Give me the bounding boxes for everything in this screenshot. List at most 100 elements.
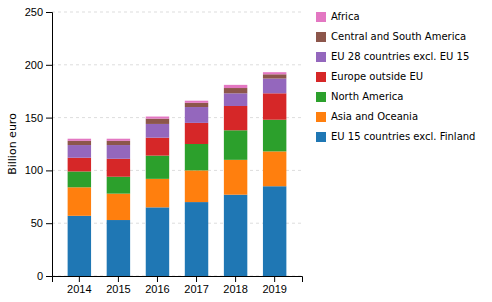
bar — [146, 207, 169, 276]
legend-item: Africa — [316, 11, 360, 22]
y-tick-label: 100 — [25, 164, 43, 176]
plot: 2014 2015 2016 2017 2018 2019 0 50 100 150 200 250 — [25, 6, 303, 295]
y-tick-label: 250 — [25, 6, 43, 18]
x-tick-label: 2015 — [106, 283, 130, 295]
bar — [107, 159, 130, 177]
bar — [263, 79, 286, 94]
x-tick-mark — [235, 276, 236, 282]
bar — [185, 107, 208, 123]
legend-label: Europe outside EU — [331, 71, 423, 82]
bar — [146, 117, 169, 119]
x-tick: 2018 — [223, 276, 247, 295]
bar — [68, 171, 91, 187]
bar — [185, 170, 208, 202]
bar — [263, 120, 286, 152]
bar — [107, 139, 130, 141]
y-tick-mark — [46, 170, 52, 171]
x-tick: 2015 — [106, 276, 130, 295]
bar — [68, 158, 91, 172]
bar — [68, 145, 91, 158]
y-tick: 0 — [37, 270, 52, 282]
legend-swatch — [316, 92, 326, 102]
bar — [224, 106, 247, 130]
legend-item: EU 15 countries excl. Finland — [316, 131, 475, 142]
x-axis: 2014 2015 2016 2017 2018 2019 — [53, 276, 303, 295]
x-tick-label: 2019 — [262, 283, 286, 295]
legend-item: North America — [316, 91, 403, 102]
y-axis-title: Billion euro — [6, 113, 19, 175]
x-tick-label: 2018 — [223, 283, 247, 295]
legend-swatch — [316, 112, 326, 122]
bar — [146, 179, 169, 208]
bar — [146, 124, 169, 138]
y-tick-mark — [46, 276, 52, 277]
bar — [224, 160, 247, 195]
legend-item: Asia and Oceania — [316, 111, 418, 122]
legend-label: Central and South America — [331, 31, 466, 42]
bar — [263, 72, 286, 74]
bar — [224, 93, 247, 106]
x-tick: 2019 — [262, 276, 286, 295]
legend-swatch — [316, 52, 326, 62]
x-tick: 2014 — [67, 276, 91, 295]
y-tick-label: 0 — [37, 270, 43, 282]
y-tick-label: 150 — [25, 112, 43, 124]
bar — [185, 202, 208, 276]
legend-label: EU 15 countries excl. Finland — [331, 131, 475, 142]
x-tick-label: 2016 — [145, 283, 169, 295]
legend-label: North America — [331, 91, 403, 102]
bar — [224, 88, 247, 93]
legend-swatch — [316, 12, 326, 22]
legend: Africa Central and South America EU 28 cou… — [316, 11, 475, 142]
legend-item: EU 28 countries excl. EU 15 — [316, 51, 469, 62]
bar — [185, 144, 208, 170]
bar — [107, 141, 130, 145]
bar — [146, 138, 169, 156]
y-tick-label: 200 — [25, 59, 43, 71]
x-tick-label: 2017 — [184, 283, 208, 295]
bar — [263, 186, 286, 276]
bar — [68, 141, 91, 145]
y-tick-mark — [46, 12, 52, 13]
bar — [146, 119, 169, 124]
bar — [185, 101, 208, 103]
y-tick: 50 — [31, 217, 52, 229]
x-axis-line — [53, 277, 303, 283]
x-tick-mark — [118, 276, 119, 282]
legend-swatch — [316, 132, 326, 142]
legend-label: Asia and Oceania — [331, 111, 418, 122]
y-tick: 200 — [25, 59, 52, 71]
legend-swatch — [316, 32, 326, 42]
bar — [68, 216, 91, 276]
legend-item: Central and South America — [316, 31, 466, 42]
y-tick-mark — [46, 65, 52, 66]
y-tick: 150 — [25, 112, 52, 124]
bar — [224, 130, 247, 160]
bar — [185, 123, 208, 144]
x-tick-mark — [196, 276, 197, 282]
bar — [185, 103, 208, 107]
y-tick: 250 — [25, 6, 52, 18]
bar — [68, 187, 91, 216]
x-tick: 2017 — [184, 276, 208, 295]
y-axis: 0 50 100 150 200 250 — [25, 6, 53, 282]
bar — [107, 177, 130, 194]
bar — [224, 85, 247, 88]
y-tick-label: 50 — [31, 217, 43, 229]
bar — [107, 220, 130, 276]
x-tick-mark — [157, 276, 158, 282]
grid — [52, 12, 302, 276]
grid-line — [52, 64, 302, 65]
legend-swatch — [316, 72, 326, 82]
x-tick-mark — [274, 276, 275, 282]
x-tick-mark — [79, 276, 80, 282]
bar — [146, 156, 169, 179]
legend-label: EU 28 countries excl. EU 15 — [331, 51, 469, 62]
bars — [68, 72, 287, 276]
y-axis-line — [46, 13, 53, 277]
bar — [68, 139, 91, 141]
chart: 2014 2015 2016 2017 2018 2019 0 50 100 150 200 250 B… — [0, 0, 492, 302]
legend-item: Europe outside EU — [316, 71, 423, 82]
bar — [263, 151, 286, 186]
x-tick-label: 2014 — [67, 283, 91, 295]
